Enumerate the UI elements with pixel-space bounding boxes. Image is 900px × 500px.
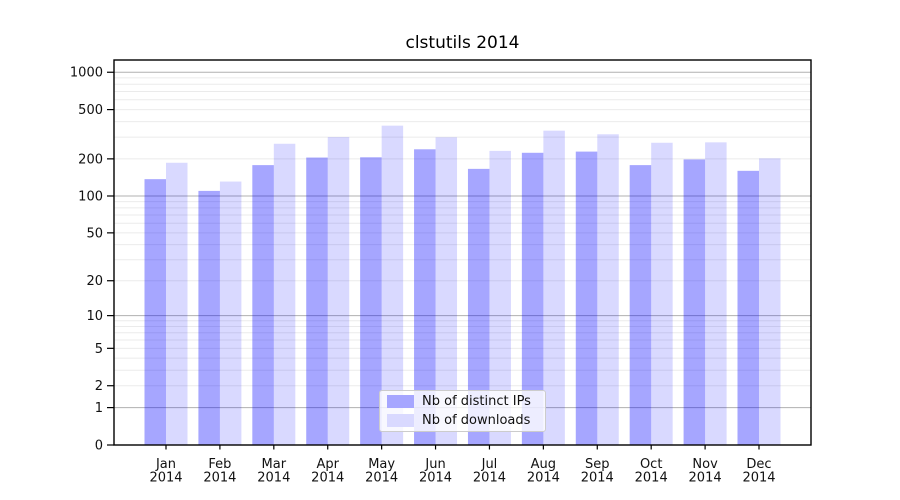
bar-apr-distinct-ips [306, 157, 328, 445]
bar-mar-downloads [273, 143, 296, 445]
x-tick-label-year: 2014 [149, 471, 182, 486]
x-tick-label-year: 2014 [257, 471, 290, 486]
legend-item-distinct-ips: Nb of distinct IPs [387, 394, 537, 409]
legend-swatch-downloads [387, 414, 414, 427]
plot-frame [113, 59, 812, 446]
y-tick-label: 100 [78, 189, 103, 204]
x-tick-label-year: 2014 [473, 471, 506, 486]
x-tick-label-month: Oct [640, 457, 662, 472]
y-tick-label: 5 [95, 342, 103, 357]
bar-feb-downloads [219, 181, 242, 445]
x-tick-label-year: 2014 [689, 471, 722, 486]
legend: Nb of distinct IPs Nb of downloads [379, 390, 546, 432]
y-tick-label: 2 [95, 379, 103, 394]
x-tick-label-month: Nov [692, 457, 718, 472]
y-tick-label: 1000 [70, 66, 103, 81]
x-tick-label-year: 2014 [635, 471, 668, 486]
bar-dec-downloads [759, 158, 781, 445]
y-tick-label: 1 [95, 401, 103, 416]
bar-sep-distinct-ips [575, 151, 598, 445]
bar-mar-distinct-ips [252, 165, 274, 446]
bar-jun-downloads [435, 137, 458, 446]
x-tick-label-year: 2014 [311, 471, 344, 486]
x-tick-label-month: Sep [585, 457, 610, 472]
x-tick-label-year: 2014 [581, 471, 614, 486]
x-tick-label-month: May [368, 457, 395, 472]
y-tick-label: 500 [78, 103, 103, 118]
bar-jul-distinct-ips [467, 168, 490, 445]
bar-dec-distinct-ips [737, 170, 759, 446]
x-tick-label-month: Feb [208, 457, 231, 472]
legend-label-downloads: Nb of downloads [422, 413, 531, 428]
x-tick-label-year: 2014 [419, 471, 452, 486]
x-tick-label-year: 2014 [527, 471, 560, 486]
y-tick-label: 0 [95, 439, 103, 454]
bar-apr-downloads [327, 137, 350, 445]
bar-aug-distinct-ips [521, 152, 544, 445]
bar-jan-downloads [166, 162, 188, 445]
legend-label-distinct-ips: Nb of distinct IPs [422, 394, 531, 409]
x-tick-label-month: Mar [262, 457, 287, 472]
bar-oct-downloads [651, 142, 673, 445]
x-tick-label-year: 2014 [203, 471, 236, 486]
legend-item-downloads: Nb of downloads [387, 413, 537, 428]
bar-jul-downloads [489, 150, 511, 446]
bar-sep-downloads [597, 134, 619, 445]
x-tick-label-month: Aug [531, 457, 556, 472]
bar-jun-distinct-ips [414, 149, 436, 445]
x-tick-label-month: Jan [155, 457, 176, 472]
x-tick-label-month: Jul [481, 457, 498, 472]
bar-jan-distinct-ips [144, 179, 166, 445]
x-tick-label-month: Dec [746, 457, 771, 472]
y-tick-label: 200 [78, 152, 103, 167]
bar-nov-downloads [705, 142, 727, 445]
bar-nov-distinct-ips [683, 159, 706, 446]
x-tick-label-year: 2014 [365, 471, 398, 486]
chart-title: clstutils 2014 [405, 33, 520, 53]
x-tick-label-year: 2014 [742, 471, 775, 486]
y-tick-label: 50 [86, 226, 103, 241]
bar-may-downloads [381, 125, 404, 446]
bar-aug-downloads [543, 130, 565, 445]
y-tick-label: 20 [86, 274, 103, 289]
bar-feb-distinct-ips [198, 190, 220, 445]
bar-oct-distinct-ips [629, 165, 652, 446]
legend-swatch-distinct-ips [387, 395, 414, 408]
bar-may-distinct-ips [360, 157, 382, 445]
x-tick-label-month: Jun [424, 457, 445, 472]
y-tick-label: 10 [86, 309, 103, 324]
x-tick-label-month: Apr [316, 457, 339, 472]
